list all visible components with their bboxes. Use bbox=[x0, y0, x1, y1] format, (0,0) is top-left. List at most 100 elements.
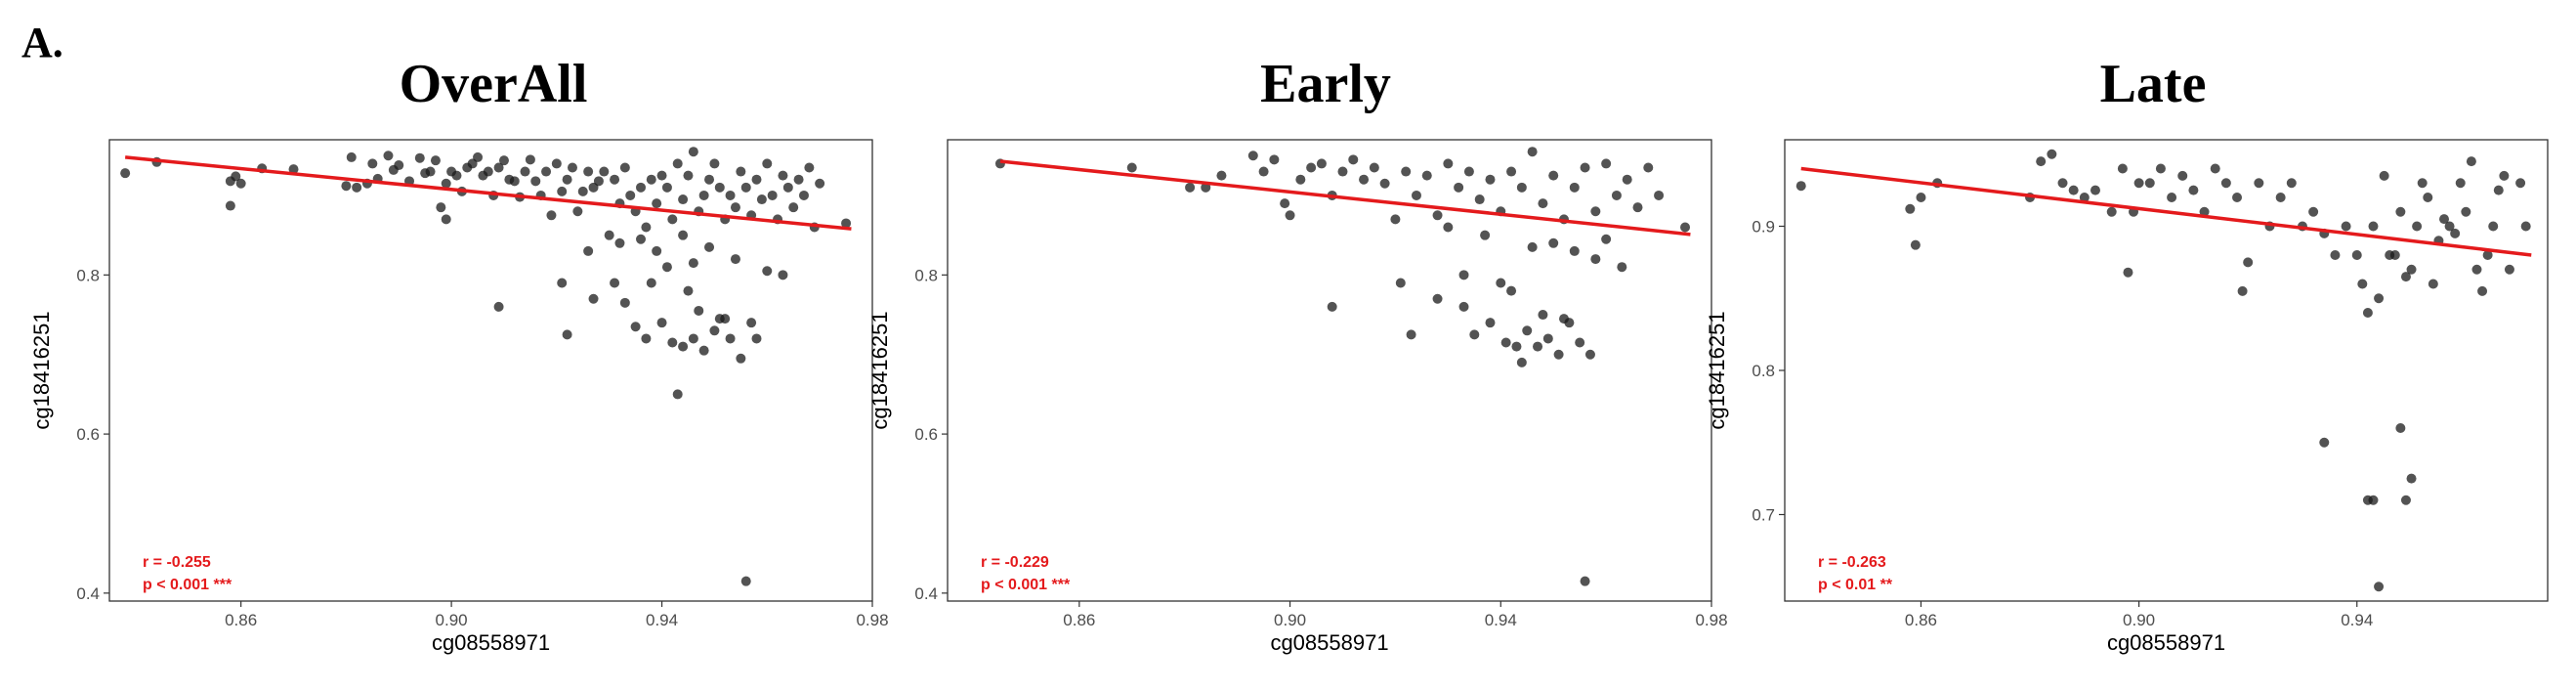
y-tick-label: 0.7 bbox=[1752, 506, 1775, 525]
data-point bbox=[604, 230, 614, 240]
data-point bbox=[762, 158, 773, 169]
data-point bbox=[414, 152, 425, 163]
data-point bbox=[2308, 206, 2319, 217]
data-point bbox=[2428, 279, 2438, 289]
data-point bbox=[778, 270, 788, 280]
x-tick-label: 0.98 bbox=[1695, 611, 1727, 629]
data-point bbox=[1553, 349, 1564, 360]
data-point bbox=[683, 285, 694, 296]
data-point bbox=[610, 278, 620, 288]
data-point bbox=[1558, 314, 1569, 324]
data-point bbox=[725, 333, 736, 344]
correlation-r-label: r = -0.255 bbox=[143, 554, 211, 571]
data-point bbox=[1527, 147, 1538, 157]
data-point bbox=[1601, 234, 1612, 244]
data-point bbox=[740, 576, 751, 586]
data-point bbox=[698, 190, 709, 200]
data-point bbox=[1443, 222, 1454, 233]
data-point bbox=[2455, 178, 2466, 189]
data-point bbox=[2400, 495, 2411, 505]
data-point bbox=[2504, 264, 2514, 275]
data-point bbox=[688, 147, 698, 157]
data-point bbox=[2499, 170, 2510, 181]
data-point bbox=[2374, 582, 2385, 592]
data-point bbox=[736, 166, 746, 177]
data-point bbox=[619, 297, 630, 308]
data-point bbox=[2471, 264, 2482, 275]
data-point bbox=[2520, 221, 2531, 232]
data-point bbox=[2395, 423, 2406, 433]
x-axis-label: cg08558971 bbox=[1270, 630, 1388, 655]
data-point bbox=[473, 151, 484, 162]
data-point bbox=[1511, 341, 1522, 352]
p-value-label: p < 0.01 ** bbox=[1818, 577, 1893, 593]
data-point bbox=[436, 202, 446, 213]
data-point bbox=[636, 234, 647, 244]
data-point bbox=[1406, 329, 1416, 340]
y-tick-label: 0.8 bbox=[914, 266, 938, 284]
data-point bbox=[698, 345, 709, 356]
data-point bbox=[1280, 198, 1290, 209]
data-point bbox=[1295, 174, 1306, 185]
data-point bbox=[656, 318, 667, 328]
data-point bbox=[577, 186, 588, 196]
data-point bbox=[1496, 278, 1506, 288]
data-point bbox=[2057, 178, 2068, 189]
data-point bbox=[793, 174, 804, 185]
data-point bbox=[2220, 178, 2231, 189]
data-point bbox=[2319, 437, 2330, 448]
data-point bbox=[1432, 210, 1443, 221]
data-point bbox=[1421, 170, 1432, 181]
p-value-label: p < 0.001 *** bbox=[981, 577, 1071, 593]
data-point bbox=[1506, 285, 1517, 296]
data-point bbox=[1601, 158, 1612, 169]
data-point bbox=[841, 218, 852, 229]
x-tick-label: 0.90 bbox=[2123, 611, 2155, 629]
data-point bbox=[1516, 182, 1527, 193]
data-point bbox=[572, 206, 583, 217]
data-point bbox=[2400, 272, 2411, 282]
data-point bbox=[1306, 162, 1317, 173]
data-point bbox=[1411, 190, 1421, 200]
data-point bbox=[2177, 170, 2188, 181]
data-point bbox=[2036, 156, 2047, 167]
x-tick-label: 0.86 bbox=[225, 611, 257, 629]
data-point bbox=[1500, 337, 1511, 348]
data-point bbox=[498, 155, 509, 166]
data-point bbox=[2155, 163, 2166, 174]
data-point bbox=[1575, 337, 1585, 348]
data-point bbox=[630, 322, 641, 332]
data-point bbox=[441, 214, 451, 225]
x-tick-label: 0.90 bbox=[436, 611, 468, 629]
data-point bbox=[683, 170, 694, 181]
data-point bbox=[804, 162, 815, 173]
data-point bbox=[782, 182, 793, 193]
data-point bbox=[1395, 278, 1406, 288]
data-point bbox=[231, 171, 241, 182]
data-point bbox=[1617, 262, 1627, 273]
regression-line bbox=[124, 155, 852, 231]
data-point bbox=[2379, 170, 2389, 181]
data-point bbox=[1569, 245, 1580, 256]
data-point bbox=[1458, 270, 1469, 280]
data-point bbox=[2423, 193, 2433, 202]
data-point bbox=[714, 314, 725, 324]
data-point bbox=[2482, 250, 2493, 260]
data-point bbox=[610, 174, 620, 185]
data-point bbox=[451, 170, 462, 181]
data-point bbox=[541, 166, 552, 177]
data-point bbox=[672, 389, 683, 400]
data-point bbox=[1369, 162, 1379, 173]
data-point bbox=[1337, 166, 1348, 177]
data-point bbox=[688, 258, 698, 269]
data-point bbox=[341, 181, 352, 192]
data-point bbox=[1379, 178, 1390, 189]
data-point bbox=[1474, 194, 1485, 205]
plot-panel-border bbox=[947, 139, 1712, 602]
data-point bbox=[614, 237, 625, 248]
data-point bbox=[2286, 178, 2297, 189]
data-point bbox=[751, 333, 762, 344]
data-point bbox=[646, 174, 656, 185]
data-point bbox=[225, 200, 235, 211]
chart-title-early: Early bbox=[1260, 54, 1391, 114]
